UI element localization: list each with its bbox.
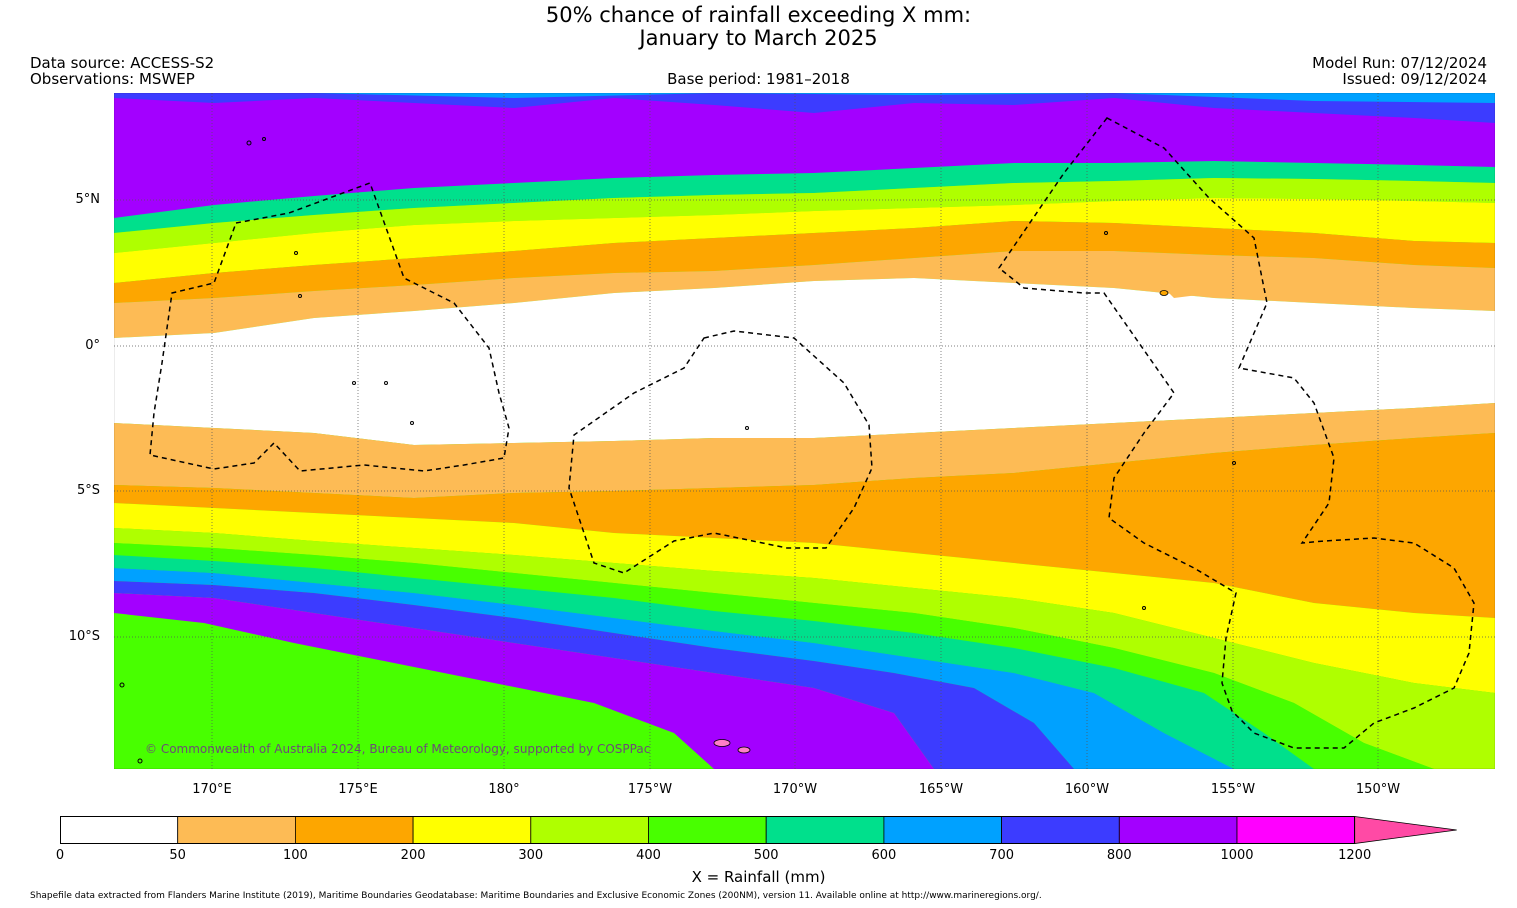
colorbar-tick-label: 1200 xyxy=(1338,848,1372,863)
band-yellowgreen-south xyxy=(114,528,1495,769)
lon-label-170w: 170°W xyxy=(772,782,818,797)
lat-label-0: 0° xyxy=(85,338,100,353)
colorbar-segment xyxy=(765,816,885,844)
island-marker xyxy=(352,381,356,385)
band-yellowgreen-north xyxy=(114,178,1495,253)
eez-boundary-kiribati-east xyxy=(997,117,1475,749)
island-marker xyxy=(1232,461,1236,465)
island-marker xyxy=(298,294,302,298)
island-marker xyxy=(137,758,143,764)
island-marker xyxy=(745,426,749,430)
island-marker xyxy=(294,251,298,255)
colorbar-segment xyxy=(1001,816,1120,844)
colorbar-tick-label: 800 xyxy=(1106,848,1132,863)
eez-boundary-kiribati-west xyxy=(149,182,510,472)
colorbar-tick-label: 500 xyxy=(753,848,779,863)
data-source-label: Data source: ACCESS-S2 xyxy=(30,54,215,72)
colorbar-segment xyxy=(1236,816,1356,844)
colorbar-tick-label: 50 xyxy=(169,848,186,863)
model-run-label: Model Run: 07/12/2024 xyxy=(1312,54,1487,72)
colorbar-tick-label: 700 xyxy=(989,848,1014,863)
colorbar xyxy=(60,816,1457,844)
colorbar-segment xyxy=(177,816,296,844)
colorbar-segment xyxy=(294,816,414,844)
band-teal-south xyxy=(114,555,1314,769)
band-blue-north xyxy=(114,93,1495,123)
band-lightorange-north-tip xyxy=(1164,283,1214,298)
lon-label-175w: 175°W xyxy=(627,782,673,797)
colorbar-segment xyxy=(60,816,179,844)
lon-label-170e: 170°E xyxy=(192,782,232,797)
band-orange-north xyxy=(114,221,1495,303)
lon-label-155w: 155°W xyxy=(1210,782,1256,797)
island-marker xyxy=(737,746,751,754)
island-marker xyxy=(1104,231,1108,235)
island-marker xyxy=(384,381,388,385)
island-marker xyxy=(1142,606,1146,610)
band-cyan-north xyxy=(114,93,1495,103)
colorbar-tick-label: 0 xyxy=(55,848,65,863)
footer-citation: Shapefile data extracted from Flanders M… xyxy=(30,891,1042,901)
colorbar-tick-label: 1000 xyxy=(1220,848,1254,863)
band-yellow-north xyxy=(114,198,1495,283)
map-title-line2: January to March 2025 xyxy=(639,26,878,50)
lat-label-10s: 10°S xyxy=(68,629,100,644)
eez-boundary-kiribati-central xyxy=(568,330,873,574)
band-teal-north xyxy=(114,161,1495,233)
colorbar-segment xyxy=(648,816,767,844)
base-period-label: Base period: 1981–2018 xyxy=(667,70,850,88)
colorbar-segment xyxy=(883,816,1003,844)
band-yellow-south xyxy=(114,503,1495,693)
band-cyan-south xyxy=(114,568,1234,769)
colorbar-segment xyxy=(1118,816,1238,844)
band-green-south xyxy=(114,543,1434,769)
issued-label: Issued: 09/12/2024 xyxy=(1342,70,1487,88)
lon-label-165w: 165°W xyxy=(918,782,964,797)
colorbar-tick-label: 600 xyxy=(871,848,897,863)
colorbar-frame xyxy=(60,816,1355,844)
observations-label: Observations: MSWEP xyxy=(30,70,195,88)
lon-label-175e: 175°E xyxy=(338,782,378,797)
colorbar-tick-label: 100 xyxy=(282,848,308,863)
band-lightorange-south xyxy=(114,403,1495,498)
lon-label-160w: 160°W xyxy=(1064,782,1110,797)
colorbar-tick-label: 400 xyxy=(636,848,661,863)
colorbar-segment xyxy=(412,816,532,844)
island-marker xyxy=(262,137,266,141)
island-marker xyxy=(119,682,125,688)
lat-label-5n: 5°N xyxy=(75,192,101,207)
lon-label-150w: 150°W xyxy=(1355,782,1401,797)
island-marker xyxy=(410,421,414,425)
colorbar-segment xyxy=(530,816,649,844)
lon-label-180: 180° xyxy=(488,782,520,797)
band-lightorange-north xyxy=(114,251,1495,338)
rainfall-map xyxy=(114,93,1495,769)
map-title-line1: 50% chance of rainfall exceeding X mm: xyxy=(545,3,972,27)
band-blue-south xyxy=(114,581,1074,769)
island-marker xyxy=(1159,290,1169,296)
copyright-notice: © Commonwealth of Australia 2024, Bureau… xyxy=(145,742,651,756)
island-marker xyxy=(713,739,731,747)
colorbar-extend-arrow xyxy=(1354,816,1457,844)
lat-label-5s: 5°S xyxy=(76,483,100,498)
band-white-equator xyxy=(114,278,1495,445)
colorbar-title: X = Rainfall (mm) xyxy=(691,868,826,886)
island-marker xyxy=(246,140,252,146)
colorbar-tick-label: 200 xyxy=(400,848,426,863)
band-orange-south xyxy=(114,433,1495,618)
colorbar-tick-label: 300 xyxy=(518,848,544,863)
